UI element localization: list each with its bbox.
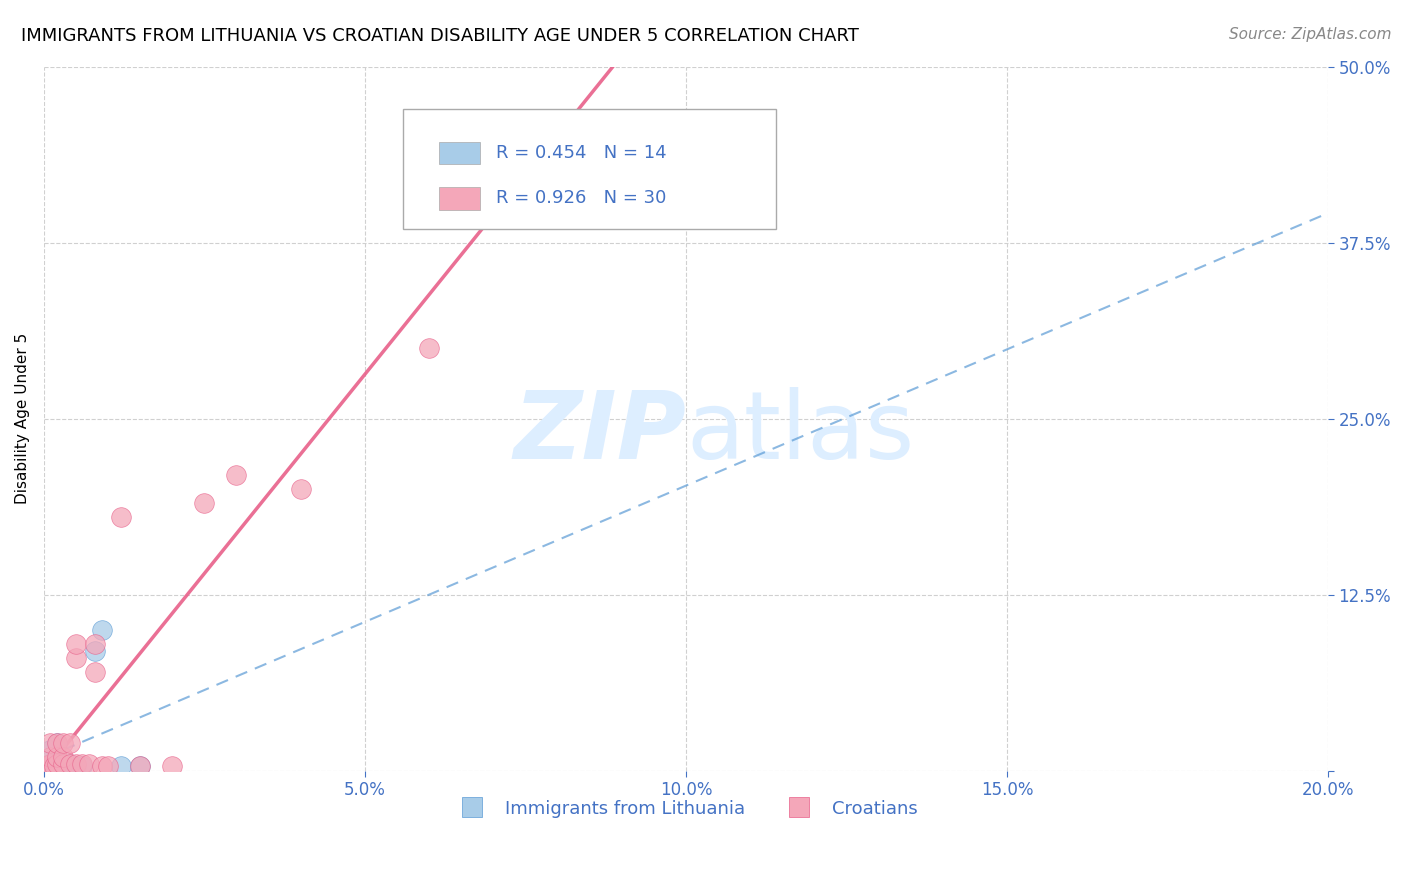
Point [52,756,75,771]
Point [290,482,312,496]
Point [129,759,152,773]
Point [90,759,112,773]
Point [58,756,80,771]
Point [84,665,107,679]
Point [97,759,120,773]
Point [72,756,94,771]
Point [65,637,87,651]
Point [52,735,75,749]
Point [482,144,505,158]
Point [52,749,75,764]
Point [52,756,75,771]
Bar [440,187,481,210]
Point [39,742,62,756]
Point [45,735,67,749]
Bar [440,142,481,164]
Text: IMMIGRANTS FROM LITHUANIA VS CROATIAN DISABILITY AGE UNDER 5 CORRELATION CHART: IMMIGRANTS FROM LITHUANIA VS CROATIAN DI… [21,27,859,45]
Text: ZIP: ZIP [513,387,686,479]
Point [129,759,152,773]
Point [39,749,62,764]
Point [58,756,80,771]
Point [110,759,132,773]
Point [65,756,87,771]
Point [162,759,184,773]
Point [418,341,440,355]
Point [45,756,67,771]
Point [225,467,247,482]
Point [90,623,112,637]
Point [42,756,65,771]
Point [193,496,215,510]
Text: Source: ZipAtlas.com: Source: ZipAtlas.com [1229,27,1392,42]
Point [72,759,94,773]
Point [39,735,62,749]
Point [84,637,107,651]
Y-axis label: Disability Age Under 5: Disability Age Under 5 [15,333,30,504]
Point [39,756,62,771]
Point [39,756,62,771]
Point [77,756,100,771]
Point [45,749,67,764]
Point [35,759,58,773]
Point [42,759,65,773]
Text: R = 0.926   N = 30: R = 0.926 N = 30 [496,189,666,207]
FancyBboxPatch shape [404,109,776,228]
Point [45,735,67,749]
Text: R = 0.454   N = 14: R = 0.454 N = 14 [496,144,666,161]
Point [45,756,67,771]
Point [58,735,80,749]
Point [110,510,132,524]
Point [65,759,87,773]
Point [65,651,87,665]
Point [84,644,107,658]
Text: atlas: atlas [686,387,914,479]
Point [35,759,58,773]
Legend: Immigrants from Lithuania, Croatians: Immigrants from Lithuania, Croatians [447,793,925,825]
